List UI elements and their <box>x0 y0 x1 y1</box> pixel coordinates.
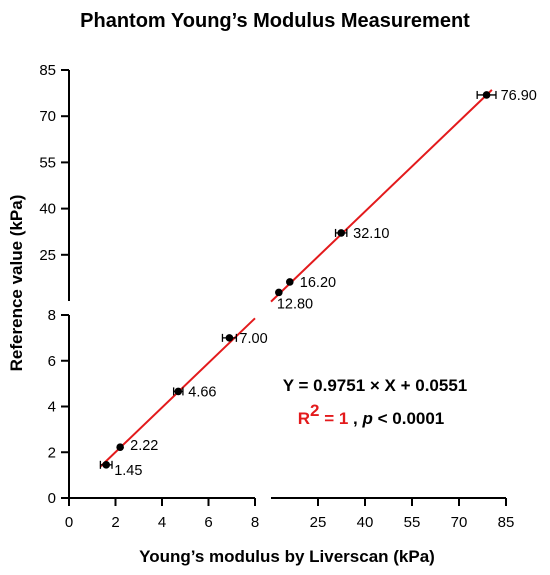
x-tick-label: 70 <box>451 514 468 531</box>
data-label: 32.10 <box>353 226 389 242</box>
y-tick-label: 4 <box>48 399 56 416</box>
data-label: 2.22 <box>130 438 158 454</box>
data-point <box>116 443 124 452</box>
x-tick-label: 85 <box>498 514 515 531</box>
data-points <box>99 90 497 469</box>
y-tick-label: 70 <box>39 108 56 125</box>
p-value: < 0.0001 <box>373 409 444 428</box>
data-label: 12.80 <box>277 296 313 312</box>
fit-equation: Y = 0.9751 × X + 0.0551 <box>283 376 468 395</box>
x-tick-label: 6 <box>204 514 212 531</box>
data-label: 76.90 <box>501 88 537 104</box>
y-tick-label: 0 <box>48 490 56 507</box>
y-axis-label: Reference value (kPa) <box>7 195 26 372</box>
y-tick-label: 6 <box>48 353 56 370</box>
y-tick-label: 85 <box>39 62 56 79</box>
y-tick-label: 8 <box>48 307 56 324</box>
x-tick-label: 25 <box>310 514 327 531</box>
r2-exponent: 2 <box>310 401 319 420</box>
data-point <box>482 91 491 99</box>
x-axis-label: Young’s modulus by Liverscan (kPa) <box>139 547 435 566</box>
axis-tick-labels: 0 2 4 6 8 25 40 55 70 85 0 2 4 6 8 25 40 55 70 85 <box>39 62 514 531</box>
axis-ticks <box>61 69 507 506</box>
x-tick-label: 2 <box>111 514 119 531</box>
x-tick-label: 40 <box>357 514 374 531</box>
r2-label: R <box>298 409 310 428</box>
y-tick-label: 40 <box>39 201 56 218</box>
data-point <box>102 461 110 469</box>
p-symbol: p <box>362 409 373 428</box>
data-label: 1.45 <box>114 463 142 479</box>
data-point <box>225 334 234 342</box>
data-label: 4.66 <box>188 384 216 400</box>
data-point <box>337 229 345 237</box>
data-point <box>275 288 283 297</box>
data-labels: 1.45 2.22 4.66 7.00 12.80 16.20 32.10 76.90 <box>114 88 537 479</box>
fit-statistics: R2 = 1 , p < 0.0001 <box>298 401 445 428</box>
r2-value: = 1 <box>319 409 348 428</box>
y-tick-label: 2 <box>48 444 56 461</box>
data-label: 16.20 <box>300 275 336 291</box>
x-tick-label: 55 <box>404 514 421 531</box>
x-tick-label: 0 <box>65 514 73 531</box>
data-point <box>286 278 294 286</box>
x-tick-label: 8 <box>251 514 259 531</box>
p-prefix: , <box>348 409 362 428</box>
data-label: 7.00 <box>239 331 267 347</box>
regression-line-upper <box>270 89 493 303</box>
y-tick-label: 25 <box>39 247 56 264</box>
y-tick-label: 55 <box>39 154 56 171</box>
x-tick-label: 4 <box>158 514 166 531</box>
chart-title: Phantom Young’s Modulus Measurement <box>80 10 470 32</box>
data-point <box>174 387 183 396</box>
